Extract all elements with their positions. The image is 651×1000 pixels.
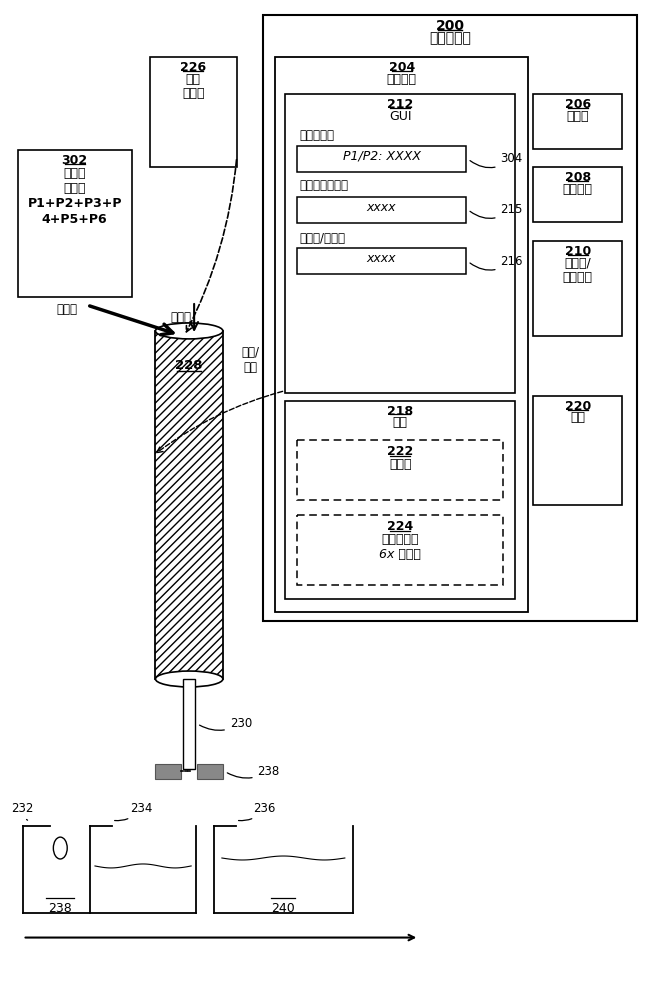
Text: 210: 210 [564, 245, 591, 258]
Text: 206: 206 [565, 98, 591, 111]
Text: 234: 234 [115, 802, 152, 821]
Text: 期望的量：: 期望的量： [299, 129, 334, 142]
Text: 施加！: 施加！ [171, 311, 192, 324]
Bar [275, 57, 528, 612]
Text: 柱模型: 柱模型 [566, 110, 589, 123]
Text: 孔隙模型: 孔隙模型 [563, 183, 593, 196]
Text: 蛋白质的施加量: 蛋白质的施加量 [299, 179, 348, 192]
Bar [150, 57, 237, 167]
Text: 蛋白质: 蛋白质 [63, 167, 86, 180]
Bar [285, 94, 516, 393]
Bar [298, 440, 503, 500]
Bar [298, 515, 503, 585]
Bar [298, 248, 466, 274]
Bar [262, 15, 637, 621]
Text: 226: 226 [180, 61, 206, 74]
Bar [156, 331, 223, 679]
Text: 使用: 使用 [243, 361, 258, 374]
Text: 反应模型: 反应模型 [563, 271, 593, 284]
Text: 238: 238 [227, 765, 280, 778]
Text: 232: 232 [10, 802, 33, 820]
Text: 200: 200 [436, 19, 464, 33]
Bar [183, 679, 195, 768]
Bar [18, 150, 132, 297]
Text: 配置: 配置 [570, 411, 585, 424]
Text: 216: 216 [470, 255, 523, 270]
Text: 302: 302 [62, 154, 88, 167]
Bar [533, 167, 622, 222]
Text: 236: 236 [238, 802, 276, 821]
Text: 施加！: 施加！ [57, 303, 77, 316]
Text: 缓冲液: 缓冲液 [182, 87, 204, 100]
Bar [533, 241, 622, 336]
Text: P1/P2: XXXX: P1/P2: XXXX [342, 150, 421, 163]
Bar [285, 401, 516, 599]
Ellipse shape [156, 671, 223, 687]
Text: 238: 238 [48, 902, 72, 915]
Text: 212: 212 [387, 98, 413, 111]
Text: 304: 304 [470, 152, 523, 168]
Bar [298, 197, 466, 223]
Bar [197, 764, 223, 779]
Text: 溶液：: 溶液： [63, 182, 86, 195]
Text: P1+P2+P3+P: P1+P2+P3+P [27, 197, 122, 210]
Text: 204: 204 [389, 61, 415, 74]
Text: 215: 215 [470, 203, 523, 218]
Bar [298, 146, 466, 172]
Bar [533, 396, 622, 505]
Text: 222: 222 [387, 445, 413, 458]
Text: 盐浓度: 盐浓度 [389, 458, 411, 471]
Text: 等温线/: 等温线/ [564, 257, 591, 270]
Ellipse shape [53, 837, 67, 859]
Bar [533, 94, 622, 149]
Text: 洗脱: 洗脱 [186, 73, 201, 86]
Text: 208: 208 [565, 171, 591, 184]
Text: 224: 224 [387, 520, 413, 533]
Text: 洗脱体积：: 洗脱体积： [381, 533, 419, 546]
Text: 计算机系统: 计算机系统 [429, 32, 471, 46]
Bar [156, 764, 181, 779]
Text: 仿真软件: 仿真软件 [387, 73, 417, 86]
Text: 228: 228 [175, 359, 203, 372]
Text: 218: 218 [387, 405, 413, 418]
Text: GUI: GUI [389, 110, 411, 123]
Text: xxxx: xxxx [367, 252, 396, 265]
Text: 6x 柱体积: 6x 柱体积 [380, 548, 421, 561]
Text: 220: 220 [564, 400, 591, 413]
Text: 230: 230 [199, 717, 252, 730]
Text: 240: 240 [271, 902, 296, 915]
Text: 输出: 输出 [393, 416, 408, 429]
Text: 4+P5+P6: 4+P5+P6 [42, 213, 107, 226]
Text: xxxx: xxxx [367, 201, 396, 214]
Text: 创建/: 创建/ [242, 346, 260, 359]
Text: 柱类型/尺寸：: 柱类型/尺寸： [299, 232, 345, 244]
Ellipse shape [156, 323, 223, 339]
